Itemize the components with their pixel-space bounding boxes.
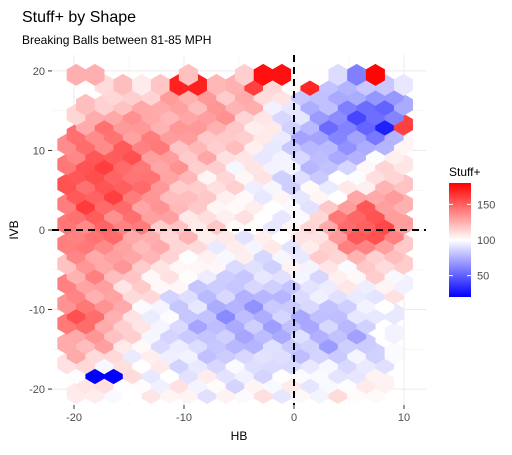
y-tick-label: -20 [29, 384, 45, 396]
hex-cell [178, 63, 198, 86]
hex-cell [291, 63, 311, 86]
legend-tick-label: 50 [477, 271, 489, 283]
hex-cell [384, 322, 404, 345]
chart-subtitle: Breaking Balls between 81-85 MPH [22, 33, 211, 47]
x-tick-label: 0 [291, 412, 297, 424]
y-tick-label: 10 [33, 145, 45, 157]
axes: -20 -10 0 10 -20 -10 0 10 20 [29, 66, 410, 424]
x-axis-title: HB [231, 429, 248, 443]
hex-cell [272, 63, 292, 86]
x-tick-label: -20 [66, 412, 82, 424]
legend-tick-label: 100 [477, 235, 495, 247]
hex-cell [384, 342, 404, 365]
x-tick-label: 10 [398, 412, 410, 424]
legend-colorbar [449, 183, 471, 297]
legend: Stuff+ 150 100 50 [449, 165, 495, 297]
legend-title: Stuff+ [449, 165, 480, 179]
y-axis-title: IVB [7, 220, 21, 239]
hex-cell [347, 63, 367, 86]
hex-cell [253, 63, 273, 86]
hex-cell [76, 93, 96, 116]
y-tick-label: 0 [39, 225, 45, 237]
hex-cell [393, 73, 413, 96]
y-tick-label: 20 [33, 66, 45, 78]
reference-lines [52, 55, 426, 405]
hex-cell [150, 73, 170, 96]
hex-cell [85, 63, 105, 86]
hex-cell [309, 63, 329, 86]
hex-cell [365, 63, 385, 86]
hex-cell [132, 73, 152, 96]
hex-cell [328, 63, 348, 86]
hex-cell [113, 73, 133, 96]
chart-title: Stuff+ by Shape [22, 9, 136, 26]
x-tick-label: -10 [176, 412, 192, 424]
y-tick-label: -10 [29, 305, 45, 317]
hex-cell [206, 73, 226, 96]
legend-tick-label: 150 [477, 199, 495, 211]
hexbin-cells [57, 63, 413, 405]
hex-cell [66, 63, 86, 86]
hex-cell [234, 63, 255, 86]
